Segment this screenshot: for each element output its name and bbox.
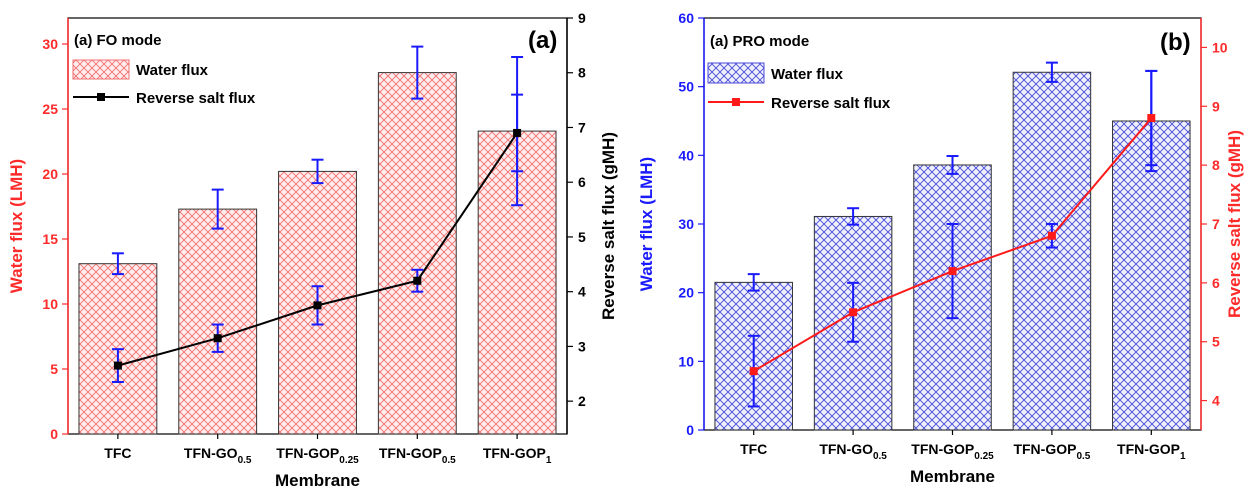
pro-salt-flux-point-2 [948,267,957,276]
fo-category-label-4: TFN-GOP1 [483,445,552,466]
fo-category-label-0: TFC [104,445,131,461]
pro-category-label-2: TFN-GOP0.25 [911,441,994,462]
fo-salt-flux-point-3 [413,276,422,285]
pro-salt-flux-point-0 [749,367,758,376]
pro-y-tick-label-3: 30 [678,216,694,232]
fo-y2-tick-label-3: 5 [578,229,586,245]
pro-y-tick-label-2: 20 [678,285,694,301]
fo-legend: Water flux Reverse salt flux [72,59,256,107]
pro-y-tick-label-6: 60 [678,10,694,26]
pro-y-tick-label-1: 10 [678,353,694,369]
fo-salt-flux-point-0 [113,361,122,370]
fo-salt-flux-point-1 [213,334,222,343]
fo-y-tick-label-6: 30 [42,36,58,52]
pro-y2-tick-label-3: 7 [1212,216,1220,232]
pro-y2-tick-label-5: 9 [1212,98,1220,114]
fo-y2-tick-label-0: 2 [578,393,586,409]
fo-y2-tick-label-1: 3 [578,338,586,354]
pro-y-tick-label-0: 0 [686,422,694,438]
fo-category-label-1: TFN-GO0.5 [184,445,252,466]
pro-category-label-1: TFN-GO0.5 [819,441,887,462]
pro-category-label-0: TFC [740,441,767,457]
fo-salt-flux-point-4 [513,128,522,137]
pro-legend-reverse-salt-flux: Reverse salt flux [771,95,891,112]
fo-y-axis-title: Water flux (LMH) [7,159,26,293]
pro-salt-flux-point-4 [1147,114,1156,123]
pro-water-flux-bar-4 [1112,120,1191,431]
fo-category-label-2: TFN-GOP0.25 [276,445,359,466]
fo-y2-axis-title: Reverse salt flux (gMH) [599,132,618,320]
fo-water-flux-bar-1 [178,208,258,435]
pro-y2-tick-label-0: 4 [1212,393,1220,409]
pro-y-axis-title: Water flux (LMH) [637,157,656,291]
pro-y-tick-label-4: 40 [678,147,694,163]
fo-water-flux-error-bar-0 [111,252,124,276]
pro-panel-tag: (b) [1160,29,1191,56]
pro-y2-tick-label-1: 5 [1212,334,1220,350]
fo-category-label-3: TFN-GOP0.5 [379,445,456,466]
fo-water-flux-error-bar-2 [311,158,324,185]
fo-legend-bar-swatch [72,59,130,80]
fo-legend-marker [97,93,105,101]
fo-y2-tick-label-4: 6 [578,174,586,190]
pro-y2-tick-label-2: 6 [1212,275,1220,291]
fo-panel-tag: (a) [528,27,557,54]
fo-legend-reverse-salt-flux: Reverse salt flux [136,90,256,107]
fo-y-tick-label-5: 25 [42,101,58,117]
fo-x-axis-title: Membrane [275,471,360,490]
fo-panel-title: (a) FO mode [74,32,162,49]
pro-y2-tick-label-4: 8 [1212,157,1220,173]
pro-y2-tick-label-6: 10 [1212,39,1228,55]
fo-y-tick-label-1: 5 [50,361,58,377]
pro-mode-chart: 0 10 20 30 40 50 60 4 5 6 7 8 9 10 TFC TFN-GO0.5 TFN-GOP… [637,10,1244,486]
pro-x-axis-title: Membrane [910,467,995,486]
pro-category-label-4: TFN-GOP1 [1117,441,1186,462]
pro-salt-flux-point-3 [1047,231,1056,240]
pro-salt-flux-point-1 [849,308,858,317]
pro-water-flux-error-bar-0 [747,273,760,292]
pro-legend: Water flux Reverse salt flux [707,62,891,112]
fo-y2-tick-label-7: 9 [578,10,586,26]
fo-y-tick-label-3: 15 [42,231,58,247]
pro-water-flux-error-bar-3 [1045,61,1058,83]
pro-panel-title: (a) PRO mode [710,33,809,50]
fo-mode-chart: 0 5 10 15 20 25 30 2 3 4 5 6 7 8 9 TFC TFN-GO0.5 TFN-GOP0… [7,10,618,490]
pro-water-flux-error-bar-2 [946,155,959,175]
fo-water-flux-error-bar-1 [211,188,224,230]
pro-legend-bar-swatch [707,62,765,84]
pro-water-flux-bar-3 [1012,71,1092,431]
fo-water-flux-bar-3 [377,72,457,435]
fo-y2-tick-label-2: 4 [578,284,586,300]
fo-water-flux-error-bar-3 [411,45,424,100]
pro-water-flux-error-bar-1 [847,207,860,226]
fo-y2-tick-label-6: 8 [578,65,586,81]
fo-legend-water-flux: Water flux [136,62,209,79]
pro-legend-water-flux: Water flux [771,66,844,83]
pro-category-label-3: TFN-GOP0.5 [1013,441,1090,462]
fo-y-tick-label-2: 10 [42,296,58,312]
fo-salt-flux-point-2 [313,301,322,310]
fo-y2-tick-label-5: 7 [578,119,586,135]
fo-y-tick-label-4: 20 [42,166,58,182]
fo-y-tick-label-0: 0 [50,426,58,442]
pro-y-tick-label-5: 50 [678,79,694,95]
pro-y2-axis-title: Reverse salt flux (gMH) [1225,130,1244,318]
pro-legend-marker [732,98,740,106]
